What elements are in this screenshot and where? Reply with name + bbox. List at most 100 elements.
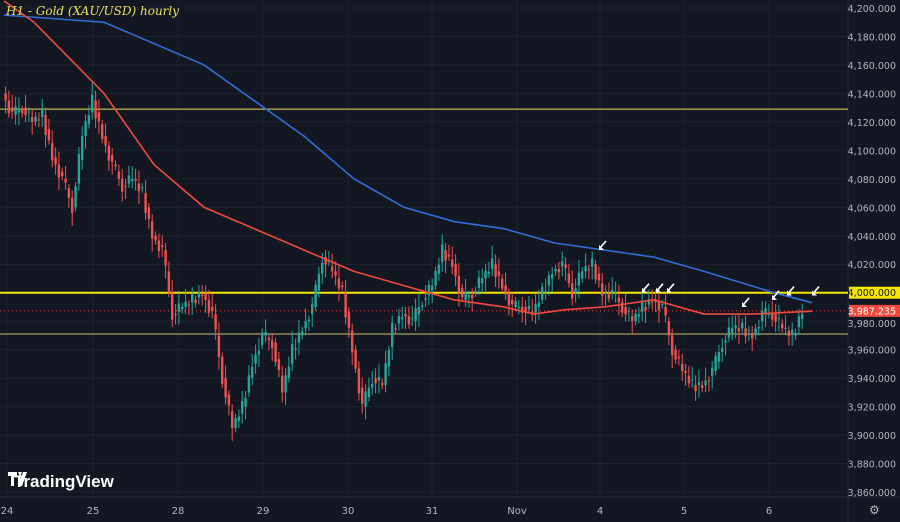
candle-body xyxy=(41,109,44,118)
last-price-label: 3,987.235 xyxy=(848,306,896,317)
annotation-arrow-icon xyxy=(599,240,607,250)
candle-body xyxy=(21,110,24,114)
candle-body xyxy=(697,382,701,386)
y-tick-label: 4,020.000 xyxy=(848,260,896,271)
candle-body xyxy=(494,264,497,278)
y-tick-label: 3,940.000 xyxy=(848,374,896,385)
candle-body xyxy=(104,136,107,146)
level-price-label: 4,000.000 xyxy=(848,288,896,299)
candle-body xyxy=(507,292,511,306)
candle-body xyxy=(677,356,681,359)
candle-body xyxy=(537,302,541,307)
y-tick-label: 4,120.000 xyxy=(848,118,896,129)
candle-body xyxy=(464,291,467,300)
candle-body xyxy=(291,343,294,364)
candle-body xyxy=(534,304,537,315)
candle-body xyxy=(434,270,437,286)
arrow-shaft xyxy=(742,297,750,306)
y-tick-label: 4,180.000 xyxy=(848,32,896,43)
candle-body xyxy=(364,391,367,407)
candle-body xyxy=(604,292,607,294)
candle-body xyxy=(754,328,757,336)
candle-body xyxy=(467,295,471,298)
arrow-head xyxy=(772,294,777,300)
candle-body xyxy=(17,110,21,113)
candle-body xyxy=(331,266,334,272)
candle-body xyxy=(504,285,507,293)
candle-body xyxy=(767,314,771,316)
candle-body xyxy=(381,382,384,386)
settings-gear-icon[interactable]: ⚙ xyxy=(869,503,880,517)
candle-body xyxy=(74,186,77,208)
candle-body xyxy=(261,332,264,345)
candle-body xyxy=(297,332,301,343)
candle-body xyxy=(254,354,257,364)
x-tick-label: Nov xyxy=(507,506,527,517)
candle-body xyxy=(477,277,481,288)
candle-body xyxy=(427,284,431,296)
candle-body xyxy=(51,143,54,161)
candle-body xyxy=(37,119,41,121)
candle-body xyxy=(491,258,494,269)
candle-body xyxy=(587,268,591,270)
candle-body xyxy=(117,171,121,179)
candle-body xyxy=(161,245,164,248)
candle-body xyxy=(761,311,764,322)
candle-body xyxy=(437,264,441,274)
annotation-arrow-icon xyxy=(812,286,820,296)
candle-body xyxy=(451,259,454,268)
candle-body xyxy=(764,308,767,315)
candle-body xyxy=(191,294,194,303)
candle-body xyxy=(167,271,171,293)
candle-body xyxy=(637,314,641,317)
candle-body xyxy=(307,319,311,322)
candle-body xyxy=(31,117,34,122)
candle-body xyxy=(594,264,597,280)
candle-body xyxy=(431,285,434,291)
candle-body xyxy=(134,178,137,181)
candle-body xyxy=(284,375,287,393)
candle-body xyxy=(94,100,97,119)
candle-body xyxy=(631,316,634,322)
candle-body xyxy=(377,377,381,381)
arrow-shaft xyxy=(812,286,820,295)
y-tick-label: 3,860.000 xyxy=(848,488,896,499)
candle-body xyxy=(127,175,131,184)
candle-body xyxy=(384,363,387,386)
candle-body xyxy=(87,115,91,125)
candle-body xyxy=(371,383,374,388)
candle-body xyxy=(121,178,124,192)
candle-body xyxy=(11,107,14,112)
candle-body xyxy=(647,299,651,305)
candle-body xyxy=(301,331,304,336)
arrow-head xyxy=(787,290,792,296)
candle-body xyxy=(394,328,397,330)
candle-body xyxy=(387,350,391,367)
candle-body xyxy=(684,371,687,373)
candle-body xyxy=(674,349,677,360)
arrow-shaft xyxy=(599,240,607,249)
candle-body xyxy=(14,106,17,115)
moving-average-line xyxy=(3,0,813,315)
candle-body xyxy=(84,121,87,137)
candle-body xyxy=(511,299,514,305)
candle-body xyxy=(611,289,614,293)
candle-body xyxy=(391,322,394,348)
y-tick-label: 3,880.000 xyxy=(848,460,896,471)
candle-body xyxy=(181,306,184,310)
candle-body xyxy=(411,318,414,320)
candle-body xyxy=(407,316,411,325)
candle-body xyxy=(324,257,327,265)
annotation-arrow-icon xyxy=(787,286,795,296)
candle-body xyxy=(524,306,527,313)
candle-body xyxy=(784,327,787,329)
candle-body xyxy=(584,266,587,272)
candle-body xyxy=(404,314,407,317)
candle-body xyxy=(571,283,574,299)
candle-body xyxy=(337,278,341,289)
candle-body xyxy=(241,400,244,414)
candle-body xyxy=(204,292,207,300)
candle-body xyxy=(514,301,517,307)
